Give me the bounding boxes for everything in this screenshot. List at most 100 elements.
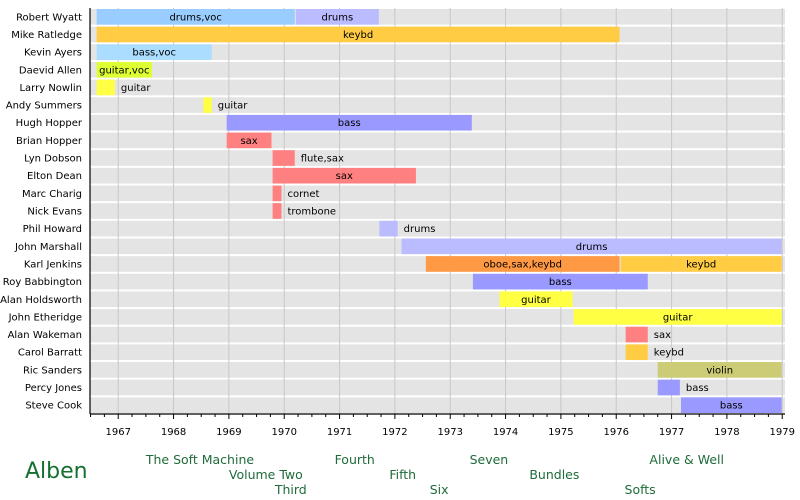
membership-bar bbox=[379, 220, 398, 237]
album-title: Six bbox=[430, 482, 449, 497]
member-name: John Marshall bbox=[14, 242, 82, 253]
membership-bar bbox=[272, 150, 295, 166]
member-name: Alan Wakeman bbox=[8, 330, 82, 341]
membership-bar bbox=[226, 132, 272, 149]
membership-bar bbox=[680, 397, 782, 413]
membership-bar bbox=[573, 309, 782, 325]
bar-label: sax bbox=[240, 136, 257, 147]
member-name: John Etheridge bbox=[8, 312, 82, 323]
row-background bbox=[90, 379, 785, 396]
bar-label: flute,sax bbox=[301, 154, 344, 165]
membership-bar bbox=[625, 326, 648, 343]
membership-bar bbox=[295, 9, 379, 25]
member-name: Carol Barratt bbox=[18, 348, 82, 359]
row-background bbox=[90, 291, 785, 308]
x-tick-label: 1977 bbox=[659, 427, 684, 438]
bar-label: bass bbox=[549, 277, 572, 288]
bar-label: keybd bbox=[654, 348, 684, 359]
x-tick-label: 1973 bbox=[438, 427, 463, 438]
bar-label: bass bbox=[338, 118, 361, 129]
membership-bar bbox=[620, 256, 782, 272]
membership-bar bbox=[203, 97, 212, 113]
member-name: Brian Hopper bbox=[16, 136, 83, 147]
member-name: Percy Jones bbox=[25, 383, 82, 394]
album-title: Fourth bbox=[335, 452, 375, 467]
membership-bar bbox=[625, 344, 648, 361]
member-name: Alan Holdsworth bbox=[0, 295, 82, 306]
member-name: Lyn Dobson bbox=[24, 154, 82, 165]
bar-label: trombone bbox=[287, 207, 336, 218]
x-tick-label: 1978 bbox=[714, 427, 739, 438]
row-background bbox=[90, 220, 785, 237]
member-name: Ric Sanders bbox=[23, 365, 82, 376]
bar-label: keybd bbox=[343, 30, 373, 41]
bar-label: sax bbox=[336, 171, 353, 182]
row-background bbox=[90, 185, 785, 202]
member-name: Kevin Ayers bbox=[24, 48, 82, 59]
member-name: Hugh Hopper bbox=[16, 118, 83, 129]
bar-label: guitar,voc bbox=[99, 65, 149, 76]
bar-label: bass bbox=[686, 383, 709, 394]
membership-bar bbox=[96, 79, 115, 96]
member-name: Nick Evans bbox=[27, 207, 82, 218]
row-background bbox=[90, 167, 785, 184]
x-tick-label: 1969 bbox=[216, 427, 241, 438]
x-tick-label: 1975 bbox=[548, 427, 573, 438]
row-background bbox=[90, 362, 785, 378]
album-title: Third bbox=[274, 482, 307, 497]
member-name: Daevid Allen bbox=[19, 65, 82, 76]
membership-bar bbox=[272, 185, 282, 202]
x-tick-label: 1967 bbox=[105, 427, 130, 438]
album-title: Softs bbox=[625, 482, 656, 497]
membership-bar bbox=[272, 203, 282, 219]
membership-bars: drums,voc drums keybd bass,voc guitar,voc gui… bbox=[96, 9, 782, 413]
member-name: Mike Ratledge bbox=[11, 30, 82, 41]
bar-label: violin bbox=[706, 365, 733, 376]
x-tick-label: 1968 bbox=[161, 427, 186, 438]
x-tick-label: 1979 bbox=[770, 427, 795, 438]
member-name: Karl Jenkins bbox=[24, 259, 82, 270]
bar-label: oboe,sax,keybd bbox=[483, 259, 562, 270]
row-background bbox=[90, 44, 785, 60]
member-name: Elton Dean bbox=[27, 171, 82, 182]
bar-label: bass bbox=[720, 401, 743, 412]
year-gridlines bbox=[117, 8, 783, 414]
bar-label: cornet bbox=[287, 189, 319, 200]
x-tick-label: 1974 bbox=[493, 427, 518, 438]
membership-bar bbox=[425, 256, 620, 272]
member-name: Steve Cook bbox=[25, 401, 82, 412]
album-title: Seven bbox=[470, 452, 509, 467]
x-axis: 1967 1968 1969 1970 1971 1972 1973 1974 1975 1976… bbox=[89, 8, 795, 438]
member-name: Roy Babbington bbox=[3, 277, 82, 288]
albums-title: Alben bbox=[25, 459, 88, 484]
member-name: Larry Nowlin bbox=[19, 83, 82, 94]
x-tick-label: 1972 bbox=[382, 427, 407, 438]
bar-label: sax bbox=[654, 330, 671, 341]
row-background bbox=[90, 97, 785, 113]
bar-label: drums bbox=[576, 242, 608, 253]
x-tick-label: 1971 bbox=[327, 427, 352, 438]
member-name: Phil Howard bbox=[23, 224, 82, 235]
album-title: Volume Two bbox=[229, 467, 303, 482]
row-background bbox=[90, 132, 785, 149]
membership-bar bbox=[96, 61, 152, 78]
membership-bar bbox=[499, 291, 573, 308]
member-name: Marc Charig bbox=[22, 189, 82, 200]
bar-label: drums bbox=[404, 224, 436, 235]
bar-label: drums,voc bbox=[169, 12, 221, 23]
membership-bar bbox=[96, 44, 212, 60]
x-tick-label: 1976 bbox=[604, 427, 629, 438]
bar-label: guitar bbox=[218, 101, 249, 112]
album-title: The Soft Machine bbox=[145, 452, 254, 467]
membership-bar bbox=[272, 167, 416, 184]
member-name: Robert Wyatt bbox=[16, 12, 82, 23]
row-background bbox=[90, 61, 785, 78]
membership-bar bbox=[401, 238, 782, 255]
membership-bar bbox=[96, 26, 620, 43]
row-background bbox=[90, 326, 785, 343]
member-name: Andy Summers bbox=[6, 101, 82, 112]
bar-label: bass,voc bbox=[132, 48, 176, 59]
album-title: Bundles bbox=[529, 467, 579, 482]
bar-label: guitar bbox=[521, 295, 552, 306]
